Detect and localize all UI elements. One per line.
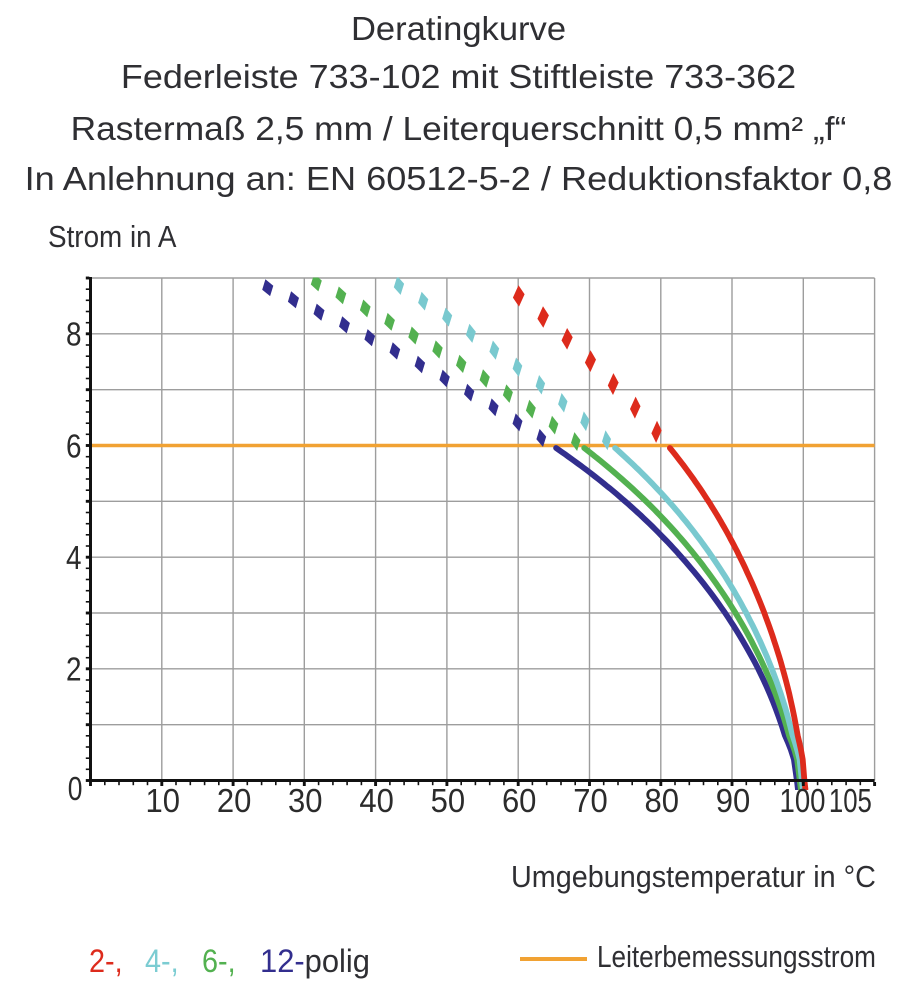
svg-text:4: 4 [66, 539, 82, 576]
svg-text:30: 30 [288, 782, 323, 819]
svg-text:70: 70 [573, 782, 608, 819]
svg-text:0: 0 [68, 770, 83, 807]
svg-text:6: 6 [66, 427, 82, 464]
svg-text:10: 10 [146, 782, 181, 819]
svg-text:60: 60 [502, 782, 537, 819]
svg-text:40: 40 [359, 782, 394, 819]
svg-text:100: 100 [780, 782, 826, 819]
svg-text:105: 105 [829, 782, 872, 819]
svg-text:8: 8 [66, 316, 82, 353]
svg-text:50: 50 [431, 782, 466, 819]
svg-text:90: 90 [716, 782, 751, 819]
svg-text:20: 20 [217, 782, 252, 819]
svg-text:80: 80 [645, 782, 680, 819]
svg-text:2: 2 [66, 651, 82, 688]
